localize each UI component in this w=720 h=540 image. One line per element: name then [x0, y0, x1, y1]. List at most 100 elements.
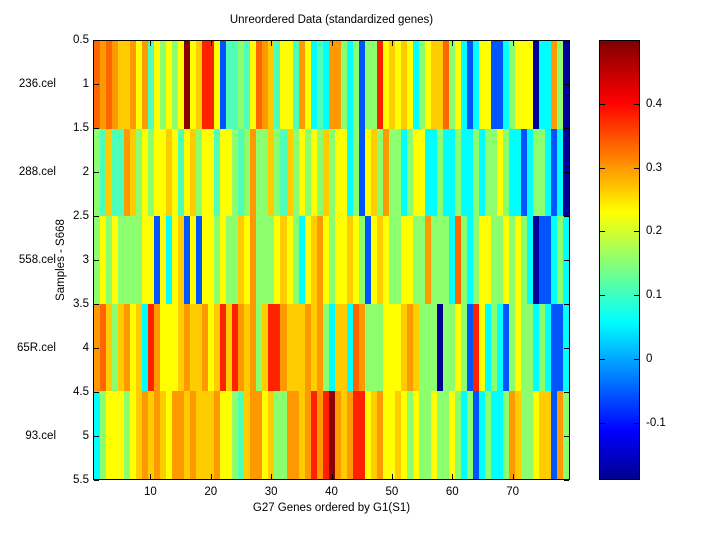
x-tick-label: 70: [506, 486, 520, 498]
heatmap-cell: [466, 128, 473, 217]
heatmap-cell: [130, 128, 137, 217]
heatmap-cell: [346, 303, 353, 392]
heatmap-cell: [412, 41, 419, 129]
heatmap-cell: [388, 216, 395, 304]
heatmap-cell: [106, 216, 113, 304]
heatmap-cell: [136, 391, 143, 479]
heatmap-cell: [527, 41, 534, 129]
heatmap-cell: [497, 128, 504, 217]
heatmap-cell: [310, 41, 317, 129]
heatmap-cell: [503, 128, 510, 217]
heatmap-cell: [406, 303, 413, 392]
heatmap-cell: [497, 41, 504, 129]
tick-mark: [94, 216, 99, 217]
heatmap-cell: [364, 128, 371, 217]
heatmap-cell: [100, 303, 107, 392]
heatmap-cell: [130, 391, 137, 479]
heatmap-cell: [545, 391, 552, 479]
heatmap-cell: [244, 128, 251, 217]
heatmap-cell: [184, 41, 191, 129]
heatmap-cell: [232, 391, 239, 479]
heatmap-cell: [479, 216, 486, 304]
heatmap-cell: [202, 128, 209, 217]
heatmap-cell: [394, 41, 401, 129]
heatmap-cell: [262, 216, 269, 304]
heatmap-cell: [539, 391, 546, 479]
heatmap-cell: [527, 303, 534, 392]
heatmap-cell: [172, 303, 179, 392]
heatmap-cell: [466, 391, 473, 479]
heatmap-cell: [545, 303, 552, 392]
heatmap-cell: [352, 391, 359, 479]
heatmap-cell: [418, 303, 425, 392]
heatmap-cell: [112, 391, 119, 479]
heatmap-cell: [250, 216, 257, 304]
heatmap-cell: [208, 303, 215, 392]
heatmap-cell: [160, 303, 167, 392]
heatmap-cell: [352, 216, 359, 304]
heatmap-cell: [448, 128, 455, 217]
heatmap-cell: [418, 41, 425, 129]
heatmap-cell: [454, 216, 461, 304]
heatmap-cell: [557, 128, 564, 217]
heatmap-cell: [533, 303, 540, 392]
heatmap-cell: [346, 128, 353, 217]
heatmap-cell: [448, 216, 455, 304]
heatmap-cell: [208, 216, 215, 304]
heatmap-cell: [382, 41, 389, 129]
heatmap-row: [94, 41, 570, 129]
heatmap-cell: [485, 391, 492, 479]
heatmap-cell: [130, 41, 137, 129]
heatmap-cell: [220, 128, 227, 217]
heatmap-cell: [160, 128, 167, 217]
heatmap-cell: [274, 41, 281, 129]
heatmap-cell: [442, 128, 449, 217]
heatmap-cell: [268, 128, 275, 217]
colorbar-tick-mark: [634, 231, 639, 233]
heatmap-row: [94, 391, 570, 479]
heatmap-cell: [220, 216, 227, 304]
tick-mark: [271, 41, 273, 46]
heatmap-cell: [250, 391, 257, 479]
heatmap-cell: [340, 391, 347, 479]
tick-mark: [564, 84, 569, 85]
heatmap-cell: [472, 128, 479, 217]
heatmap-cell: [142, 216, 149, 304]
heatmap-cell: [394, 391, 401, 479]
heatmap-cell: [208, 128, 215, 217]
heatmap-cell: [533, 216, 540, 304]
tick-mark: [564, 216, 569, 217]
heatmap-cell: [436, 41, 443, 129]
heatmap-cell: [460, 303, 467, 392]
heatmap-cell: [370, 303, 377, 392]
heatmap-cell: [94, 216, 101, 304]
heatmap-cell: [148, 216, 155, 304]
heatmap-cell: [370, 391, 377, 479]
heatmap-cell: [226, 41, 233, 129]
heatmap-cell: [160, 41, 167, 129]
heatmap-cell: [112, 128, 119, 217]
heatmap-cell: [310, 303, 317, 392]
heatmap-cell: [166, 303, 173, 392]
heatmap-cell: [352, 303, 359, 392]
tick-mark: [452, 41, 454, 46]
heatmap-cell: [424, 216, 431, 304]
heatmap-cell: [220, 41, 227, 129]
heatmap-cell: [214, 128, 221, 217]
colorbar-tick-mark: [634, 422, 639, 424]
heatmap-cell: [418, 391, 425, 479]
heatmap-cell: [304, 303, 311, 392]
heatmap-cell: [118, 41, 125, 129]
heatmap-cell: [166, 216, 173, 304]
heatmap-cell: [406, 391, 413, 479]
heatmap-cell: [563, 391, 570, 479]
heatmap-cell: [358, 216, 365, 304]
heatmap-cell: [551, 128, 558, 217]
heatmap-cell: [208, 41, 215, 129]
heatmap-cell: [509, 303, 516, 392]
heatmap-cell: [232, 41, 239, 129]
heatmap-cell: [472, 41, 479, 129]
x-tick-label: 60: [445, 486, 459, 498]
heatmap-cell: [148, 303, 155, 392]
heatmap-cell: [160, 216, 167, 304]
